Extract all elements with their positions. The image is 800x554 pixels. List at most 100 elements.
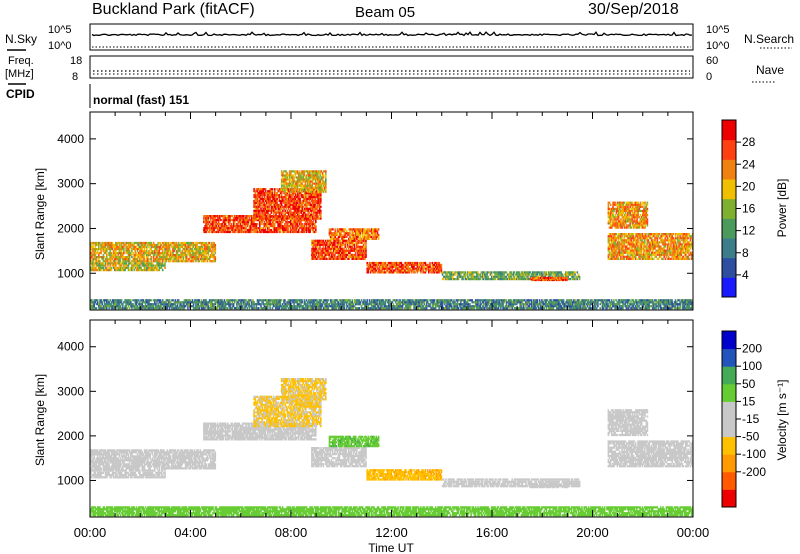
echo-cell	[286, 219, 288, 222]
echo-cell	[138, 248, 140, 251]
echo-cell	[246, 217, 249, 220]
echo-cell	[241, 217, 244, 220]
echo-cell	[192, 254, 195, 257]
echo-cell	[143, 245, 146, 249]
echo-cell	[217, 228, 220, 232]
echo-cell	[114, 252, 116, 255]
echo-cell	[108, 243, 110, 247]
echo-cell	[302, 184, 304, 187]
echo-cell	[334, 255, 336, 258]
echo-cell	[200, 243, 203, 247]
echo-cell	[114, 264, 116, 267]
echo-cell	[315, 228, 317, 232]
echo-cell	[246, 221, 249, 224]
echo-cell	[336, 245, 338, 248]
echo-cell	[167, 248, 170, 251]
echo-cell	[280, 211, 283, 214]
echo-cell	[253, 221, 255, 224]
echo-cell	[277, 203, 280, 206]
echo-cell	[92, 262, 94, 265]
echo-cell	[253, 194, 255, 197]
echo-cell	[301, 230, 303, 234]
echo-cell	[283, 199, 285, 203]
echo-cell	[264, 217, 267, 220]
echo-cell	[289, 199, 291, 203]
echo-cell	[95, 269, 98, 272]
echo-cell	[261, 211, 263, 214]
echo-cell	[256, 227, 259, 230]
echo-cell	[283, 225, 285, 228]
echo-cell	[133, 262, 135, 265]
echo-cell	[173, 243, 175, 247]
echo-cell	[317, 188, 319, 191]
echo-cell	[198, 248, 201, 251]
echo-cell	[195, 248, 197, 251]
echo-cell	[420, 263, 422, 266]
echo-cell	[292, 213, 294, 216]
echo-cell	[118, 241, 121, 245]
echo-cell	[404, 269, 406, 272]
echo-cell	[332, 228, 334, 231]
echo-cell	[309, 227, 311, 230]
echo-cell	[561, 273, 564, 276]
echo-cell	[285, 201, 288, 204]
echo-cell	[313, 170, 316, 173]
echo-cell	[195, 250, 197, 253]
echo-cell	[263, 188, 266, 191]
echo-cell	[255, 194, 258, 197]
echo-cell	[140, 252, 142, 255]
echo-cell	[252, 223, 254, 226]
echo-cell	[263, 225, 266, 228]
echo-cell	[253, 215, 255, 218]
echo-cell	[294, 182, 297, 185]
echo-cell	[146, 250, 148, 253]
echo-cell	[166, 256, 169, 259]
echo-cell	[187, 243, 189, 247]
echo-cell	[216, 230, 219, 234]
echo-cell	[270, 223, 272, 226]
echo-cell	[312, 194, 314, 197]
echo-cell	[115, 241, 117, 245]
echo-cell	[127, 264, 130, 267]
echo-cell	[309, 230, 311, 234]
echo-cell	[285, 228, 287, 232]
echo-cell	[147, 252, 149, 255]
echo-cell	[288, 178, 291, 181]
echo-cell	[136, 258, 139, 261]
echo-cell	[370, 235, 373, 238]
echo-cell	[264, 215, 267, 218]
echo-cell	[158, 264, 161, 267]
echo-cell	[201, 250, 204, 253]
echo-cell	[180, 260, 182, 263]
echo-cell	[133, 258, 135, 261]
echo-cell	[365, 251, 367, 254]
echo-cell	[274, 190, 276, 193]
echo-cell	[122, 245, 124, 249]
echo-cell	[613, 255, 615, 258]
echo-cell	[311, 221, 314, 224]
echo-cell	[144, 252, 147, 255]
echo-cell	[308, 230, 310, 234]
echo-cell	[208, 245, 211, 249]
echo-cell	[201, 248, 204, 251]
echo-cell	[150, 260, 153, 263]
echo-cell	[289, 223, 292, 226]
echo-cell	[310, 174, 312, 177]
echo-cell	[100, 262, 102, 265]
echo-cell	[96, 260, 99, 263]
echo-cell	[311, 188, 314, 191]
echo-cell	[310, 195, 313, 199]
echo-cell	[292, 182, 294, 185]
echo-cell	[294, 172, 297, 175]
echo-cell	[288, 225, 291, 228]
echo-cell	[114, 262, 116, 265]
echo-cell	[261, 205, 263, 208]
echo-cell	[209, 243, 212, 247]
echo-cell	[518, 271, 520, 274]
echo-cell	[213, 245, 215, 249]
echo-cell	[147, 264, 149, 267]
echo-cell	[305, 225, 308, 228]
echo-cell	[364, 228, 366, 231]
echo-cell	[255, 188, 258, 191]
echo-cell	[152, 241, 155, 245]
